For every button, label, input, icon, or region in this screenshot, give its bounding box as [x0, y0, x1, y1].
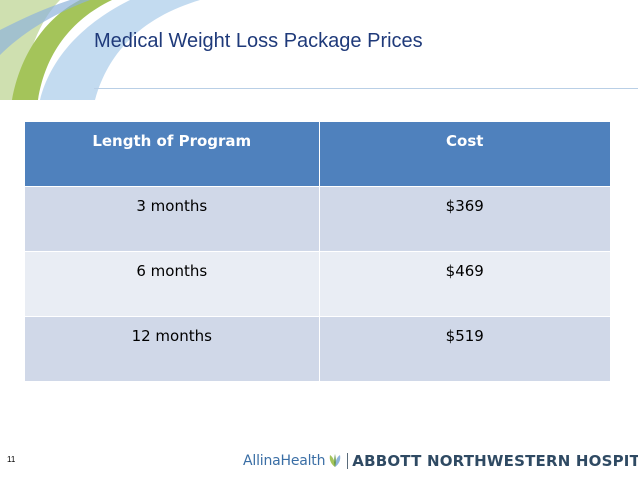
cell-cost: $469: [318, 251, 612, 317]
footer-logo: AllinaHealth ABBOTT NORTHWESTERN HOSPITA…: [243, 450, 638, 472]
cell-cost: $519: [318, 316, 612, 382]
decorative-swoosh-graphic: [0, 0, 200, 100]
title-divider: [94, 88, 638, 89]
header-cost: Cost: [318, 121, 612, 187]
logo-separator: [347, 453, 349, 469]
cell-cost: $369: [318, 186, 612, 252]
table-row: 12 months $519: [24, 316, 612, 382]
table-row: 6 months $469: [24, 251, 612, 317]
cell-length: 6 months: [24, 251, 320, 317]
slide-title: Medical Weight Loss Package Prices: [94, 30, 423, 52]
price-table: Length of Program Cost 3 months $369 6 m…: [24, 121, 612, 382]
header-length-of-program: Length of Program: [24, 121, 320, 187]
leaf-icon: [330, 454, 341, 467]
slide-number: 11: [7, 455, 16, 464]
allina-health-wordmark: AllinaHealth: [243, 453, 326, 469]
table-header-row: Length of Program Cost: [24, 121, 612, 187]
cell-length: 12 months: [24, 316, 320, 382]
cell-length: 3 months: [24, 186, 320, 252]
table-row: 3 months $369: [24, 186, 612, 252]
hospital-name: ABBOTT NORTHWESTERN HOSPITAL: [352, 452, 638, 470]
